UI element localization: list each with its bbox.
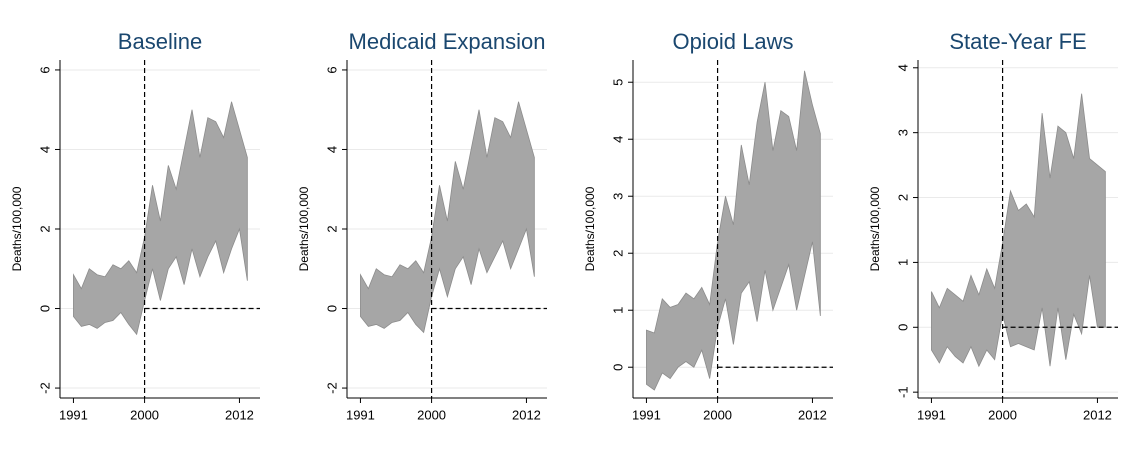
y-tick-label: -2 (324, 382, 339, 394)
x-tick-label: 2012 (1083, 407, 1112, 422)
confidence-band (73, 101, 248, 336)
confidence-band (931, 93, 1106, 368)
y-tick-label: 4 (37, 146, 52, 153)
panel-title: Opioid Laws (672, 29, 793, 54)
y-tick-label: 0 (324, 305, 339, 312)
y-tick-label: 2 (37, 225, 52, 232)
panel-title: Medicaid Expansion (349, 29, 546, 54)
y-axis-label: Deaths/100,000 (297, 186, 311, 271)
y-tick-label: -1 (895, 386, 910, 398)
x-tick-label: 2000 (988, 407, 1017, 422)
y-tick-label: 6 (324, 66, 339, 73)
y-tick-label: 6 (37, 66, 52, 73)
x-tick-label: 2000 (703, 407, 732, 422)
y-tick-label: 3 (895, 129, 910, 136)
y-tick-label: 0 (37, 305, 52, 312)
y-tick-label: 1 (895, 259, 910, 266)
y-tick-label: 4 (895, 64, 910, 71)
y-tick-label: 3 (610, 193, 625, 200)
confidence-band (360, 101, 535, 334)
y-axis-label: Deaths/100,000 (583, 186, 597, 271)
y-tick-label: 1 (610, 307, 625, 314)
x-tick-label: 2012 (798, 407, 827, 422)
y-tick-label: 5 (610, 79, 625, 86)
y-tick-label: 2 (895, 194, 910, 201)
y-tick-label: 0 (610, 364, 625, 371)
panel-title: Baseline (118, 29, 202, 54)
y-tick-label: 0 (895, 324, 910, 331)
x-tick-label: 1991 (632, 407, 661, 422)
y-tick-label: 4 (610, 136, 625, 143)
x-tick-label: 1991 (346, 407, 375, 422)
x-tick-label: 1991 (917, 407, 946, 422)
panel-title: State-Year FE (949, 29, 1086, 54)
y-tick-label: 4 (324, 146, 339, 153)
confidence-band (646, 70, 821, 391)
x-tick-label: 1991 (59, 407, 88, 422)
y-tick-label: 2 (610, 250, 625, 257)
x-tick-label: 2000 (417, 407, 446, 422)
y-axis-label: Deaths/100,000 (868, 186, 882, 271)
x-tick-label: 2012 (225, 407, 254, 422)
y-tick-label: -2 (37, 382, 52, 394)
x-tick-label: 2000 (130, 407, 159, 422)
y-tick-label: 2 (324, 225, 339, 232)
x-tick-label: 2012 (512, 407, 541, 422)
y-axis-label: Deaths/100,000 (10, 186, 24, 271)
